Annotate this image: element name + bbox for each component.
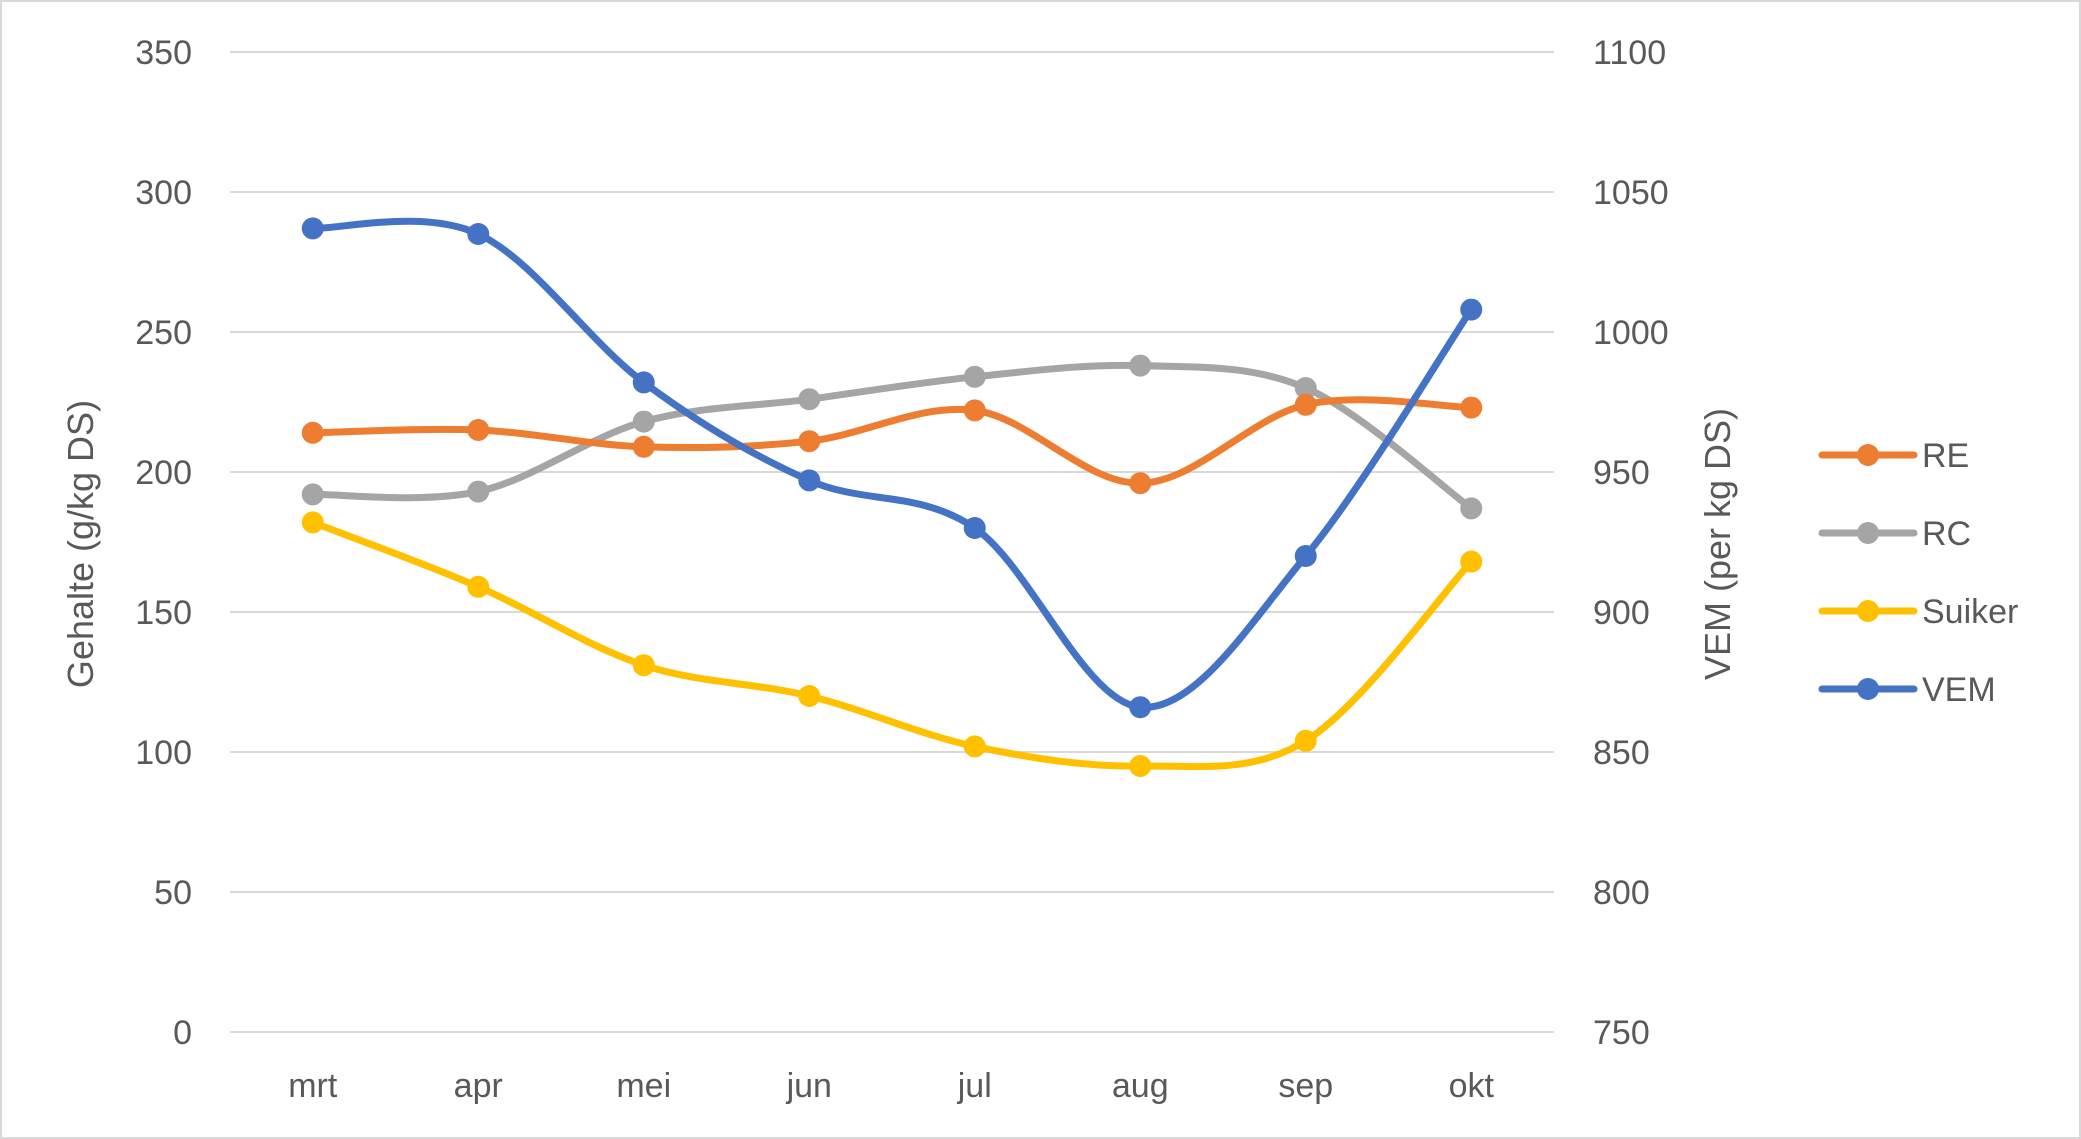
data-point-rc <box>1460 497 1483 520</box>
series-line-re <box>309 396 1475 487</box>
data-point-re <box>301 421 324 444</box>
x-tick-label: apr <box>454 1067 503 1105</box>
data-point-vem <box>1294 545 1317 567</box>
data-point-rc <box>1129 354 1152 377</box>
data-point-re <box>632 435 655 458</box>
data-point-suiker <box>301 511 324 534</box>
legend-label: Suiker <box>1922 593 2018 631</box>
data-point-suiker <box>1294 729 1317 752</box>
series-layer <box>301 217 1483 777</box>
x-tick-label: sep <box>1278 1067 1333 1105</box>
right-axis-ticks: 750 800 850 900 950 1000 1050 1100 <box>1593 34 1669 1052</box>
series-line-vem <box>309 217 1475 711</box>
right-tick-label: 1000 <box>1593 314 1669 352</box>
legend: RE RC Suiker VEM <box>1818 437 2018 709</box>
data-point-re <box>1460 396 1483 419</box>
legend-item-re: RE <box>1818 437 1969 475</box>
x-tick-label: okt <box>1449 1067 1495 1105</box>
legend-swatch-marker <box>1857 600 1879 622</box>
x-tick-label: jun <box>786 1067 832 1105</box>
legend-label: RE <box>1922 437 1969 475</box>
legend-swatch-marker <box>1857 522 1879 544</box>
legend-label: VEM <box>1922 671 1996 709</box>
right-tick-label: 800 <box>1593 874 1650 912</box>
data-point-rc <box>467 480 490 503</box>
data-point-suiker <box>632 654 655 677</box>
right-tick-label: 950 <box>1593 454 1650 492</box>
x-tick-label: mei <box>616 1067 671 1105</box>
data-point-re <box>1129 472 1152 495</box>
legend-label: RC <box>1922 515 1971 553</box>
data-point-suiker <box>798 685 821 707</box>
right-tick-label: 900 <box>1593 594 1650 632</box>
series-re <box>301 393 1483 495</box>
left-axis-title: Gehalte (g/kg DS) <box>60 400 101 688</box>
series-vem <box>301 217 1483 719</box>
legend-item-rc: RC <box>1818 515 1971 553</box>
right-tick-label: 750 <box>1593 1014 1650 1052</box>
x-tick-label: jul <box>957 1067 992 1105</box>
data-point-re <box>963 399 986 422</box>
data-point-vem <box>798 469 821 492</box>
data-point-vem <box>301 217 324 240</box>
data-point-vem <box>1460 298 1483 321</box>
right-axis-title: VEM (per kg DS) <box>1697 408 1738 680</box>
data-point-suiker <box>467 575 490 598</box>
legend-item-suiker: Suiker <box>1818 593 2018 631</box>
data-point-vem <box>1129 696 1152 719</box>
legend-swatch-marker <box>1857 678 1879 700</box>
data-point-re <box>798 430 821 453</box>
x-axis-ticks: mrt apr mei jun jul aug sep okt <box>288 1067 1494 1105</box>
x-tick-label: aug <box>1112 1067 1169 1105</box>
data-point-re <box>467 419 490 441</box>
data-point-re <box>1294 393 1317 416</box>
left-tick-label: 150 <box>135 594 192 632</box>
left-tick-label: 0 <box>173 1014 192 1052</box>
data-point-suiker <box>1460 550 1483 573</box>
left-tick-label: 350 <box>135 34 192 72</box>
data-point-rc <box>301 483 324 506</box>
data-point-rc <box>632 410 655 433</box>
data-point-suiker <box>1129 755 1152 777</box>
data-point-vem <box>632 371 655 394</box>
series-rc <box>301 354 1483 520</box>
left-tick-label: 100 <box>135 734 192 772</box>
data-point-rc <box>963 365 986 388</box>
data-point-vem <box>963 517 986 539</box>
left-tick-label: 50 <box>154 874 192 912</box>
right-tick-label: 1050 <box>1593 174 1669 212</box>
right-tick-label: 1100 <box>1593 34 1666 72</box>
left-tick-label: 300 <box>135 174 192 212</box>
right-tick-label: 850 <box>1593 734 1650 772</box>
gridlines <box>230 51 1554 1033</box>
x-tick-label: mrt <box>288 1067 338 1105</box>
data-point-rc <box>1294 377 1317 399</box>
data-point-vem <box>467 223 490 245</box>
legend-item-vem: VEM <box>1818 671 1996 709</box>
data-point-rc <box>798 388 821 411</box>
left-tick-label: 250 <box>135 314 192 352</box>
data-point-suiker <box>963 735 986 758</box>
left-tick-label: 200 <box>135 454 192 492</box>
series-suiker <box>301 511 1483 777</box>
legend-swatch-marker <box>1857 444 1879 466</box>
left-axis-ticks: 0 50 100 150 200 250 300 350 <box>135 34 192 1052</box>
